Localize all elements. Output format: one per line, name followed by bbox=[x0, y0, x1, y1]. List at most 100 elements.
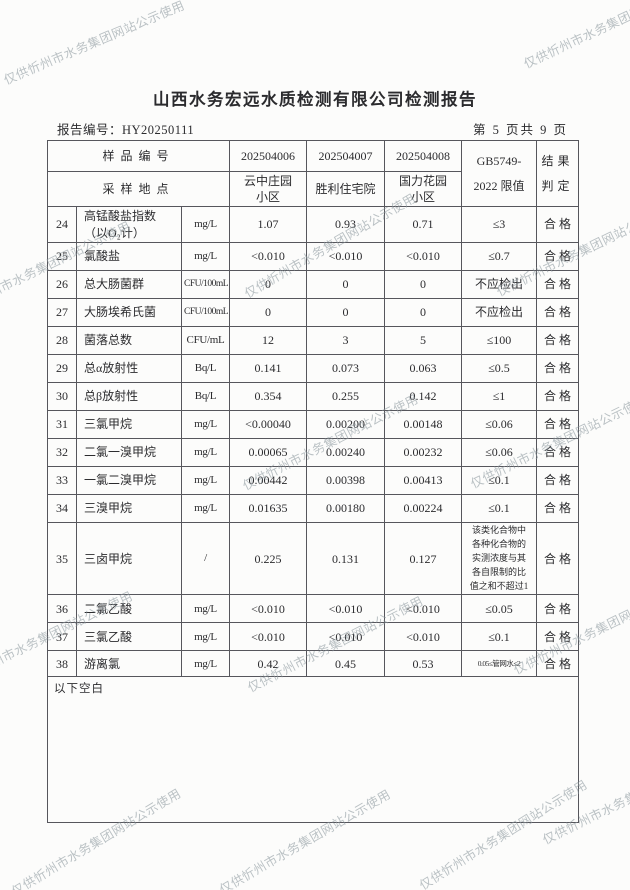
unit-cell: mg/L bbox=[181, 650, 230, 678]
sample3-value-cell: 0 bbox=[384, 269, 462, 299]
row-number-cell: 35 bbox=[47, 521, 77, 596]
unit-cell: Bq/L bbox=[181, 353, 230, 383]
sample3-value-cell: 0.00232 bbox=[384, 437, 462, 467]
row-number-cell: 26 bbox=[47, 269, 77, 299]
parameter-name-cell: 总β放射性 bbox=[76, 381, 182, 411]
limit-value-cell: 0.05≤管网水≤2 bbox=[461, 650, 537, 678]
table-header: 样品编号 202504006 202504007 202504008 GB574… bbox=[47, 139, 579, 208]
parameter-name-cell: 高锰酸盐指数 （以O₂计） bbox=[76, 206, 182, 243]
unit-cell: mg/L bbox=[181, 241, 230, 271]
sample3-value-cell: 0.00413 bbox=[384, 465, 462, 495]
sample1-value-cell: 0 bbox=[229, 269, 307, 299]
sample3-value-cell: 5 bbox=[384, 325, 462, 355]
sample1-value-cell: 0.42 bbox=[229, 650, 307, 678]
sample2-value-cell: 3 bbox=[306, 325, 385, 355]
sample3-value-cell: 0 bbox=[384, 297, 462, 327]
sample-id-2: 202504007 bbox=[306, 140, 385, 172]
parameter-name-cell: 菌落总数 bbox=[76, 325, 182, 355]
parameter-name-cell: 三卤甲烷 bbox=[76, 521, 182, 596]
parameter-name-cell: 游离氯 bbox=[76, 650, 182, 678]
sample1-value-cell: <0.010 bbox=[229, 594, 307, 624]
sample3-value-cell: 0.00224 bbox=[384, 493, 462, 523]
result-cell: 合格 bbox=[536, 437, 579, 467]
result-cell: 合格 bbox=[536, 594, 579, 624]
unit-cell: CFU/100mL bbox=[181, 297, 230, 327]
table-row: 27 大肠埃希氏菌 CFU/100mL 0 0 0 不应检出 合格 bbox=[47, 297, 579, 327]
sample2-value-cell: 0.45 bbox=[306, 650, 385, 678]
parameter-name-cell: 总大肠菌群 bbox=[76, 269, 182, 299]
table-row: 24 高锰酸盐指数 （以O₂计） mg/L 1.07 0.93 0.71 ≤3 … bbox=[47, 206, 579, 243]
unit-cell: Bq/L bbox=[181, 381, 230, 411]
sample1-value-cell: 0.141 bbox=[229, 353, 307, 383]
sample2-value-cell: 0.00200 bbox=[306, 409, 385, 439]
sample2-value-cell: <0.010 bbox=[306, 622, 385, 652]
limit-value-cell: ≤0.1 bbox=[461, 465, 537, 495]
parameter-name-cell: 一氯二溴甲烷 bbox=[76, 465, 182, 495]
sample1-value-cell: <0.00040 bbox=[229, 409, 307, 439]
limit-value-cell: ≤0.05 bbox=[461, 594, 537, 624]
sample2-value-cell: <0.010 bbox=[306, 594, 385, 624]
sample-id-3: 202504008 bbox=[384, 140, 462, 172]
result-cell: 合格 bbox=[536, 297, 579, 327]
result-cell: 合格 bbox=[536, 622, 579, 652]
unit-cell: mg/L bbox=[181, 594, 230, 624]
sampling-location-label: 采样地点 bbox=[47, 170, 230, 208]
table-row: 34 三溴甲烷 mg/L 0.01635 0.00180 0.00224 ≤0.… bbox=[47, 493, 579, 523]
table-row: 32 二氯一溴甲烷 mg/L 0.00065 0.00240 0.00232 ≤… bbox=[47, 437, 579, 467]
sample2-value-cell: 0.93 bbox=[306, 206, 385, 243]
parameter-name-cell: 三氯乙酸 bbox=[76, 622, 182, 652]
parameter-name-cell: 总α放射性 bbox=[76, 353, 182, 383]
unit-cell: CFU/mL bbox=[181, 325, 230, 355]
sample2-value-cell: 0 bbox=[306, 269, 385, 299]
result-cell: 合格 bbox=[536, 269, 579, 299]
parameter-name-cell: 大肠埃希氏菌 bbox=[76, 297, 182, 327]
row-number-cell: 36 bbox=[47, 594, 77, 624]
row-number-cell: 38 bbox=[47, 650, 77, 678]
row-number-cell: 33 bbox=[47, 465, 77, 495]
location-2: 胜利住宅院 bbox=[306, 170, 385, 208]
blank-area-row: 以下空白 bbox=[47, 676, 579, 824]
table-row: 29 总α放射性 Bq/L 0.141 0.073 0.063 ≤0.5 合格 bbox=[47, 353, 579, 383]
parameter-name-cell: 二氯一溴甲烷 bbox=[76, 437, 182, 467]
unit-cell: mg/L bbox=[181, 622, 230, 652]
report-number: 报告编号：HY20250111 bbox=[57, 123, 195, 137]
sample1-value-cell: 1.07 bbox=[229, 206, 307, 243]
sample1-value-cell: 0.01635 bbox=[229, 493, 307, 523]
table-row: 31 三氯甲烷 mg/L <0.00040 0.00200 0.00148 ≤0… bbox=[47, 409, 579, 439]
header-row-sample-ids: 样品编号 202504006 202504007 202504008 GB574… bbox=[47, 139, 579, 208]
sample1-value-cell: 0.00442 bbox=[229, 465, 307, 495]
unit-cell: mg/L bbox=[181, 206, 230, 243]
result-cell: 合格 bbox=[536, 521, 579, 596]
table-row: 26 总大肠菌群 CFU/100mL 0 0 0 不应检出 合格 bbox=[47, 269, 579, 299]
result-cell: 合格 bbox=[536, 325, 579, 355]
limit-value-cell: ≤0.06 bbox=[461, 437, 537, 467]
sample2-value-cell: <0.010 bbox=[306, 241, 385, 271]
limit-value-cell: ≤0.7 bbox=[461, 241, 537, 271]
result-cell: 合格 bbox=[536, 650, 579, 678]
unit-cell: mg/L bbox=[181, 465, 230, 495]
table-row: 33 一氯二溴甲烷 mg/L 0.00442 0.00398 0.00413 ≤… bbox=[47, 465, 579, 495]
table-row: 28 菌落总数 CFU/mL 12 3 5 ≤100 合格 bbox=[47, 325, 579, 355]
result-cell: 合格 bbox=[536, 409, 579, 439]
limit-value-cell: ≤3 bbox=[461, 206, 537, 243]
table-row: 36 二氯乙酸 mg/L <0.010 <0.010 <0.010 ≤0.05 … bbox=[47, 594, 579, 624]
sample-id-1: 202504006 bbox=[229, 140, 307, 172]
limit-value-cell: ≤0.1 bbox=[461, 493, 537, 523]
standard-limit-header: GB5749- 2022 限值 bbox=[461, 139, 537, 208]
row-number-cell: 25 bbox=[47, 241, 77, 271]
results-tbody: 24 高锰酸盐指数 （以O₂计） mg/L 1.07 0.93 0.71 ≤3 … bbox=[47, 206, 579, 678]
limit-value-cell: ≤100 bbox=[461, 325, 537, 355]
sample1-value-cell: 0.00065 bbox=[229, 437, 307, 467]
row-number-cell: 32 bbox=[47, 437, 77, 467]
row-number-cell: 28 bbox=[47, 325, 77, 355]
table-row: 35 三卤甲烷 / 0.225 0.131 0.127 该类化合物中 各种化合物… bbox=[47, 521, 579, 596]
table-row: 38 游离氯 mg/L 0.42 0.45 0.53 0.05≤管网水≤2 合格 bbox=[47, 650, 579, 678]
limit-value-cell: 该类化合物中 各种化合物的 实测浓度与其 各自限制的比 值之和不超过1 bbox=[461, 521, 537, 596]
sample3-value-cell: 0.53 bbox=[384, 650, 462, 678]
result-cell: 合格 bbox=[536, 353, 579, 383]
row-number-cell: 29 bbox=[47, 353, 77, 383]
location-1: 云中庄园 小区 bbox=[229, 170, 307, 208]
table-row: 37 三氯乙酸 mg/L <0.010 <0.010 <0.010 ≤0.1 合… bbox=[47, 622, 579, 652]
sample1-value-cell: <0.010 bbox=[229, 622, 307, 652]
